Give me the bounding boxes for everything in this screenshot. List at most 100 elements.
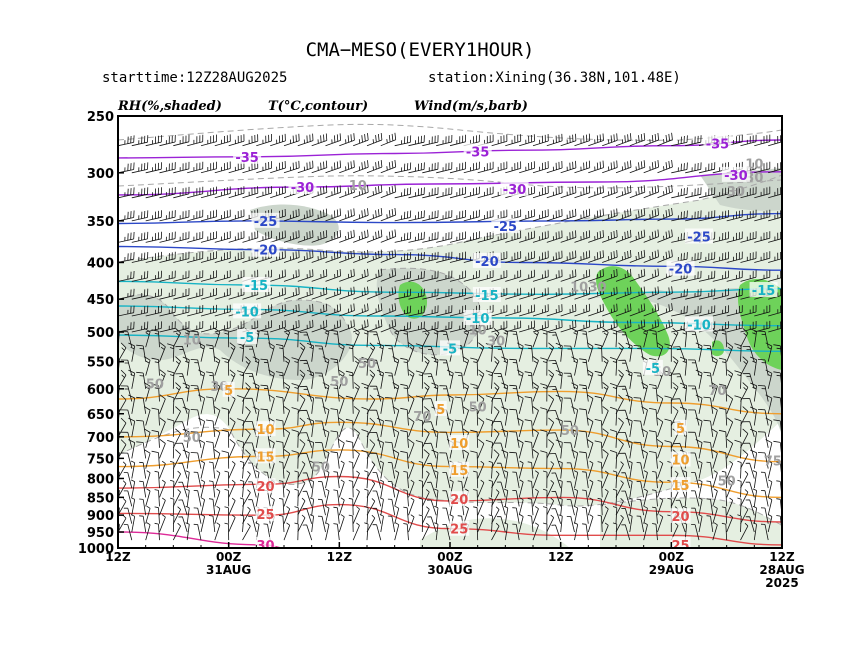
wind-barb <box>394 522 400 541</box>
temperature-label-background <box>449 461 470 477</box>
wind-barb <box>384 372 396 389</box>
wind-barb <box>366 514 376 533</box>
wind-barb <box>175 421 188 438</box>
wind-barb <box>169 460 175 479</box>
wind-barb <box>664 370 672 389</box>
wind-barb <box>175 346 188 362</box>
wind-barb <box>228 460 236 479</box>
wind-barb <box>270 230 286 243</box>
wind-barb <box>214 287 231 300</box>
temperature-label-background <box>434 400 447 416</box>
wind-barb <box>392 327 400 348</box>
wind-barb <box>670 382 679 402</box>
wind-barb <box>130 497 136 516</box>
wind-barb <box>712 231 729 243</box>
wind-barb <box>245 397 257 414</box>
wind-barb <box>143 449 151 469</box>
wind-barb <box>369 409 382 426</box>
wind-barb <box>408 251 425 263</box>
wind-barb <box>621 472 631 489</box>
wind-barb <box>159 231 176 243</box>
wind-barb <box>348 514 354 533</box>
wind-barb <box>228 342 236 362</box>
wind-barb <box>601 506 609 524</box>
wind-barbs <box>118 132 782 541</box>
wind-barb <box>462 382 469 402</box>
wind-barb <box>311 303 328 317</box>
wind-barb <box>781 262 782 263</box>
wind-barb <box>695 394 703 414</box>
wind-barb <box>214 522 221 541</box>
wind-barb <box>750 356 757 376</box>
wind-barb <box>159 514 166 533</box>
wind-barb <box>325 185 341 199</box>
wind-barb <box>546 304 563 317</box>
wind-barb <box>159 460 166 479</box>
rh-contour-label: 10 <box>349 179 367 194</box>
wind-barb <box>485 395 493 414</box>
wind-barb <box>309 497 314 516</box>
wind-barb <box>278 514 285 533</box>
wind-barb <box>128 417 136 437</box>
wind-barb <box>594 419 603 437</box>
wind-barb <box>750 382 757 402</box>
rh-contour-label: 50 <box>312 461 330 476</box>
wind-barb <box>615 514 624 533</box>
wind-barb <box>237 418 245 437</box>
wind-barb <box>712 288 729 300</box>
temperature-contour-label: 25 <box>450 523 468 538</box>
temperature-contour-label: 10 <box>257 423 275 438</box>
wind-barb <box>173 288 190 300</box>
wind-barb <box>574 303 591 317</box>
wind-barb <box>503 505 509 524</box>
wind-barb <box>408 394 415 414</box>
rh-contour-label: 75 <box>764 454 782 469</box>
wind-barb <box>352 488 360 507</box>
wind-barb <box>540 383 548 402</box>
wind-barb <box>422 270 439 282</box>
wind-barb <box>297 250 314 263</box>
wind-barb <box>436 162 453 174</box>
wind-barb <box>555 418 563 437</box>
wind-barb <box>338 460 345 479</box>
wind-barb <box>154 522 160 541</box>
wind-barb <box>200 288 217 300</box>
x-tick-date-label: 28AUG <box>759 563 804 577</box>
wind-barb <box>392 406 400 426</box>
wind-barb <box>221 450 230 469</box>
wind-barb <box>145 288 162 300</box>
wind-barb <box>118 162 135 174</box>
wind-barb <box>372 490 382 507</box>
wind-barb <box>718 383 728 402</box>
wind-barb <box>268 394 275 414</box>
chart-title: CMA−MESO(EVERY1HOUR) <box>306 39 535 61</box>
wind-barb <box>339 303 355 317</box>
wind-barb <box>366 303 383 317</box>
wind-barb <box>685 288 702 300</box>
wind-barb <box>594 370 603 389</box>
wind-barb <box>283 230 300 243</box>
wind-barb <box>657 303 673 317</box>
wind-barb <box>145 305 162 317</box>
wind-barb <box>400 383 409 402</box>
wind-barb <box>718 429 728 448</box>
wind-barb <box>503 470 509 489</box>
wind-barb <box>560 208 577 222</box>
wind-barb <box>145 251 162 263</box>
wind-barb <box>185 505 190 524</box>
wind-barb <box>615 480 624 498</box>
wind-barb <box>145 488 151 507</box>
wind-barb <box>491 470 500 489</box>
wind-barb <box>299 385 313 402</box>
wind-barb <box>436 251 453 263</box>
wind-barb <box>182 382 190 402</box>
wind-barb <box>527 498 534 516</box>
wind-barb <box>190 359 202 376</box>
wind-barb <box>636 462 645 479</box>
wind-barb <box>187 186 204 199</box>
wind-barb <box>302 472 313 489</box>
wind-barb <box>352 356 360 376</box>
wind-barb <box>270 250 286 263</box>
wind-barb <box>612 488 618 507</box>
wind-barb <box>477 161 494 174</box>
